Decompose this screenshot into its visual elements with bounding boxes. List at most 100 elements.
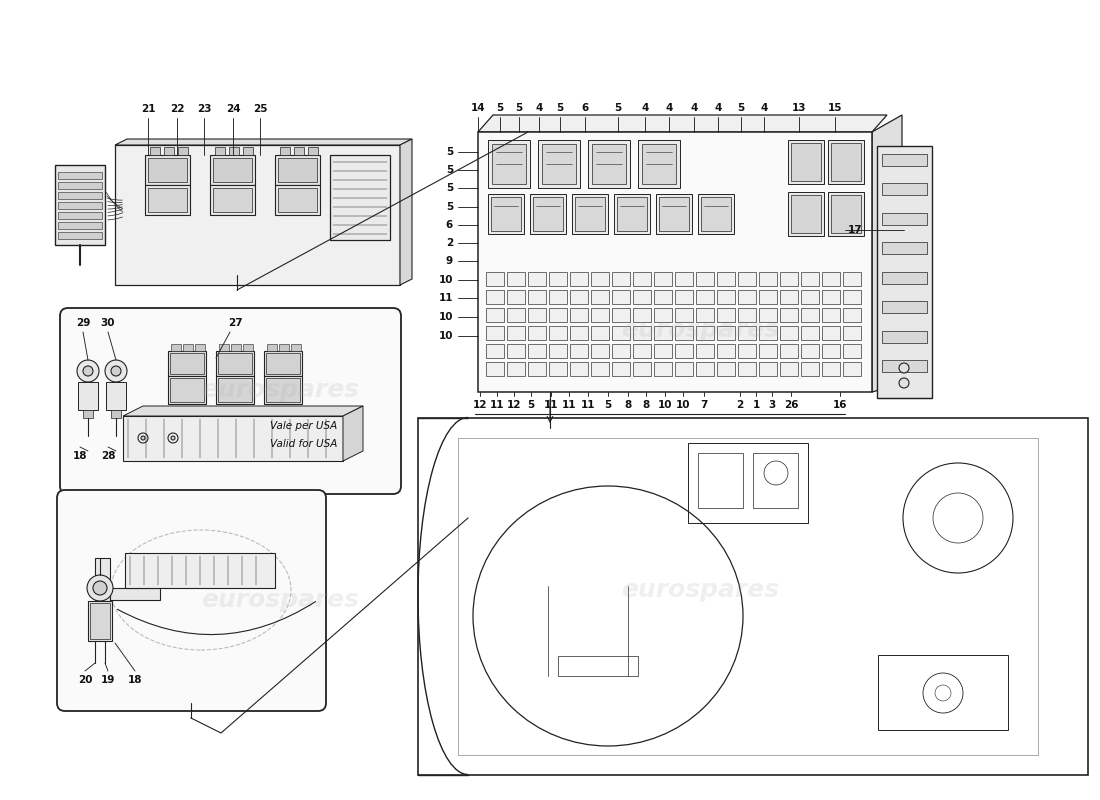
Bar [110,588,160,600]
Bar [754,453,798,508]
Circle shape [104,360,126,382]
Text: 5: 5 [557,103,563,113]
Bar [696,290,714,304]
Bar [58,182,102,189]
Bar [214,147,225,155]
Circle shape [141,436,145,440]
Bar [78,382,98,410]
Bar [575,197,605,231]
Bar [82,410,94,418]
Text: 4: 4 [691,103,697,113]
Bar [696,326,714,340]
Bar [614,194,650,234]
Bar [486,308,504,322]
Bar [822,326,840,340]
Bar [877,146,932,398]
Bar [801,344,820,358]
Bar [280,147,290,155]
Bar [882,272,927,284]
Bar [843,272,861,286]
Bar [675,308,693,322]
Bar [507,344,525,358]
Bar [656,194,692,234]
Bar [738,272,756,286]
Text: 4: 4 [714,103,722,113]
Text: 3: 3 [769,400,776,410]
Bar [801,362,820,376]
Bar [780,362,798,376]
Text: 5: 5 [446,147,453,157]
Bar [696,272,714,286]
Bar [213,158,252,182]
Text: 11: 11 [581,400,595,410]
Polygon shape [123,406,363,416]
Bar [759,326,777,340]
Bar [788,192,824,236]
Bar [111,410,121,418]
Circle shape [138,433,148,443]
Bar [780,326,798,340]
Bar [591,326,609,340]
Text: 16: 16 [833,400,847,410]
Text: 10: 10 [658,400,672,410]
Bar [654,326,672,340]
Text: 5: 5 [737,103,745,113]
Text: 22: 22 [169,104,185,114]
Circle shape [170,436,175,440]
Bar [654,290,672,304]
Text: 1: 1 [752,400,760,410]
Bar [822,290,840,304]
Text: 5: 5 [446,183,453,193]
Bar [58,202,102,209]
FancyBboxPatch shape [60,308,402,494]
Bar [549,362,566,376]
Bar [213,188,252,212]
Bar [145,185,190,215]
Bar [570,326,589,340]
Bar [168,351,206,376]
Bar [882,360,927,372]
Bar [528,290,546,304]
Bar [882,183,927,195]
Bar [458,438,1038,755]
Bar [88,601,112,641]
Bar [243,147,253,155]
Bar [229,147,239,155]
Bar [266,378,300,402]
Text: 8: 8 [642,400,650,410]
Bar [418,418,1088,775]
Text: 10: 10 [675,400,691,410]
Text: 10: 10 [439,312,453,322]
Bar [780,272,798,286]
Bar [528,326,546,340]
Bar [675,290,693,304]
Polygon shape [478,115,887,132]
Bar [632,290,651,304]
Circle shape [82,366,94,376]
Bar [292,344,301,351]
Bar [218,353,252,374]
Bar [488,140,530,188]
Bar [822,344,840,358]
Bar [549,344,566,358]
Text: 20: 20 [78,675,92,685]
Bar [116,145,400,285]
Bar [696,362,714,376]
Bar [507,308,525,322]
Bar [58,232,102,239]
Text: 5: 5 [516,103,522,113]
Bar [801,290,820,304]
Bar [759,308,777,322]
Bar [278,158,317,182]
Text: 11: 11 [543,400,558,410]
Circle shape [899,363,909,373]
Text: eurospares: eurospares [201,588,359,612]
Circle shape [111,366,121,376]
Text: eurospares: eurospares [620,578,779,602]
Circle shape [899,378,909,388]
Text: 18: 18 [128,675,142,685]
Bar [308,147,318,155]
Text: eurospares: eurospares [201,378,359,402]
Text: 5: 5 [527,400,535,410]
Text: 12: 12 [473,400,487,410]
